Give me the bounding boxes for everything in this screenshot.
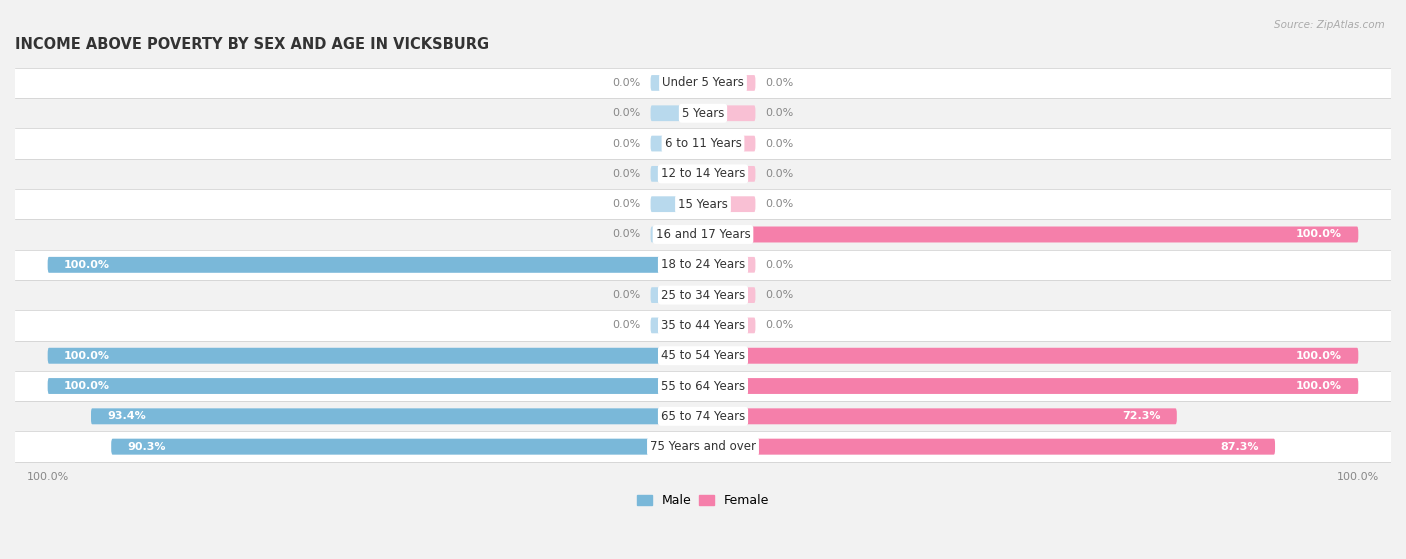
Text: 25 to 34 Years: 25 to 34 Years [661,288,745,302]
FancyBboxPatch shape [703,378,1358,394]
Text: 87.3%: 87.3% [1220,442,1258,452]
FancyBboxPatch shape [111,439,703,454]
Bar [15,340,1391,371]
Text: 100.0%: 100.0% [1296,381,1341,391]
FancyBboxPatch shape [703,136,755,151]
Text: 0.0%: 0.0% [765,78,793,88]
Text: 0.0%: 0.0% [765,290,793,300]
Text: 0.0%: 0.0% [613,108,641,119]
Text: 0.0%: 0.0% [765,320,793,330]
FancyBboxPatch shape [651,287,703,303]
Text: 100.0%: 100.0% [65,350,110,361]
FancyBboxPatch shape [703,226,1358,243]
Bar [15,371,1391,401]
FancyBboxPatch shape [703,257,755,273]
Bar [15,310,1391,340]
FancyBboxPatch shape [703,318,755,333]
Text: 100.0%: 100.0% [65,260,110,270]
Text: 15 Years: 15 Years [678,198,728,211]
FancyBboxPatch shape [703,409,1177,424]
FancyBboxPatch shape [48,378,703,394]
Text: 65 to 74 Years: 65 to 74 Years [661,410,745,423]
FancyBboxPatch shape [91,409,703,424]
FancyBboxPatch shape [703,409,1177,424]
Text: 100.0%: 100.0% [1296,350,1341,361]
Bar [15,219,1391,250]
FancyBboxPatch shape [48,348,703,363]
Bar [15,432,1391,462]
FancyBboxPatch shape [703,106,755,121]
Text: 100.0%: 100.0% [1296,230,1341,239]
Text: 90.3%: 90.3% [128,442,166,452]
Text: Source: ZipAtlas.com: Source: ZipAtlas.com [1274,20,1385,30]
Bar [15,189,1391,219]
FancyBboxPatch shape [651,75,703,91]
FancyBboxPatch shape [651,106,703,121]
FancyBboxPatch shape [48,257,703,273]
FancyBboxPatch shape [111,439,703,454]
Text: 18 to 24 Years: 18 to 24 Years [661,258,745,271]
FancyBboxPatch shape [651,166,703,182]
FancyBboxPatch shape [48,348,703,363]
FancyBboxPatch shape [651,196,703,212]
FancyBboxPatch shape [91,409,703,424]
Bar [15,129,1391,159]
Text: Under 5 Years: Under 5 Years [662,77,744,89]
FancyBboxPatch shape [703,439,1275,454]
Text: 93.4%: 93.4% [107,411,146,421]
Text: 0.0%: 0.0% [765,199,793,209]
Bar [15,401,1391,432]
Text: 0.0%: 0.0% [613,320,641,330]
Bar [15,98,1391,129]
Text: 35 to 44 Years: 35 to 44 Years [661,319,745,332]
Text: INCOME ABOVE POVERTY BY SEX AND AGE IN VICKSBURG: INCOME ABOVE POVERTY BY SEX AND AGE IN V… [15,37,489,53]
Bar [15,159,1391,189]
Text: 16 and 17 Years: 16 and 17 Years [655,228,751,241]
FancyBboxPatch shape [703,226,1358,243]
FancyBboxPatch shape [703,378,1358,394]
Text: 75 Years and over: 75 Years and over [650,440,756,453]
Text: 0.0%: 0.0% [613,290,641,300]
Text: 5 Years: 5 Years [682,107,724,120]
Text: 0.0%: 0.0% [765,139,793,149]
Text: 0.0%: 0.0% [765,260,793,270]
Text: 0.0%: 0.0% [613,199,641,209]
FancyBboxPatch shape [703,348,1358,363]
FancyBboxPatch shape [703,439,1275,454]
FancyBboxPatch shape [651,226,703,243]
Text: 0.0%: 0.0% [613,78,641,88]
Text: 12 to 14 Years: 12 to 14 Years [661,167,745,181]
Bar [15,280,1391,310]
FancyBboxPatch shape [651,136,703,151]
Text: 0.0%: 0.0% [765,108,793,119]
FancyBboxPatch shape [703,196,755,212]
Legend: Male, Female: Male, Female [631,490,775,513]
Text: 0.0%: 0.0% [613,230,641,239]
Text: 6 to 11 Years: 6 to 11 Years [665,137,741,150]
Text: 55 to 64 Years: 55 to 64 Years [661,380,745,392]
FancyBboxPatch shape [703,166,755,182]
Text: 100.0%: 100.0% [65,381,110,391]
Text: 45 to 54 Years: 45 to 54 Years [661,349,745,362]
Text: 0.0%: 0.0% [765,169,793,179]
Text: 72.3%: 72.3% [1122,411,1160,421]
FancyBboxPatch shape [48,378,703,394]
FancyBboxPatch shape [703,75,755,91]
FancyBboxPatch shape [48,257,703,273]
Text: 0.0%: 0.0% [613,169,641,179]
FancyBboxPatch shape [703,348,1358,363]
Bar [15,250,1391,280]
FancyBboxPatch shape [703,287,755,303]
Text: 0.0%: 0.0% [613,139,641,149]
Bar [15,68,1391,98]
FancyBboxPatch shape [651,318,703,333]
